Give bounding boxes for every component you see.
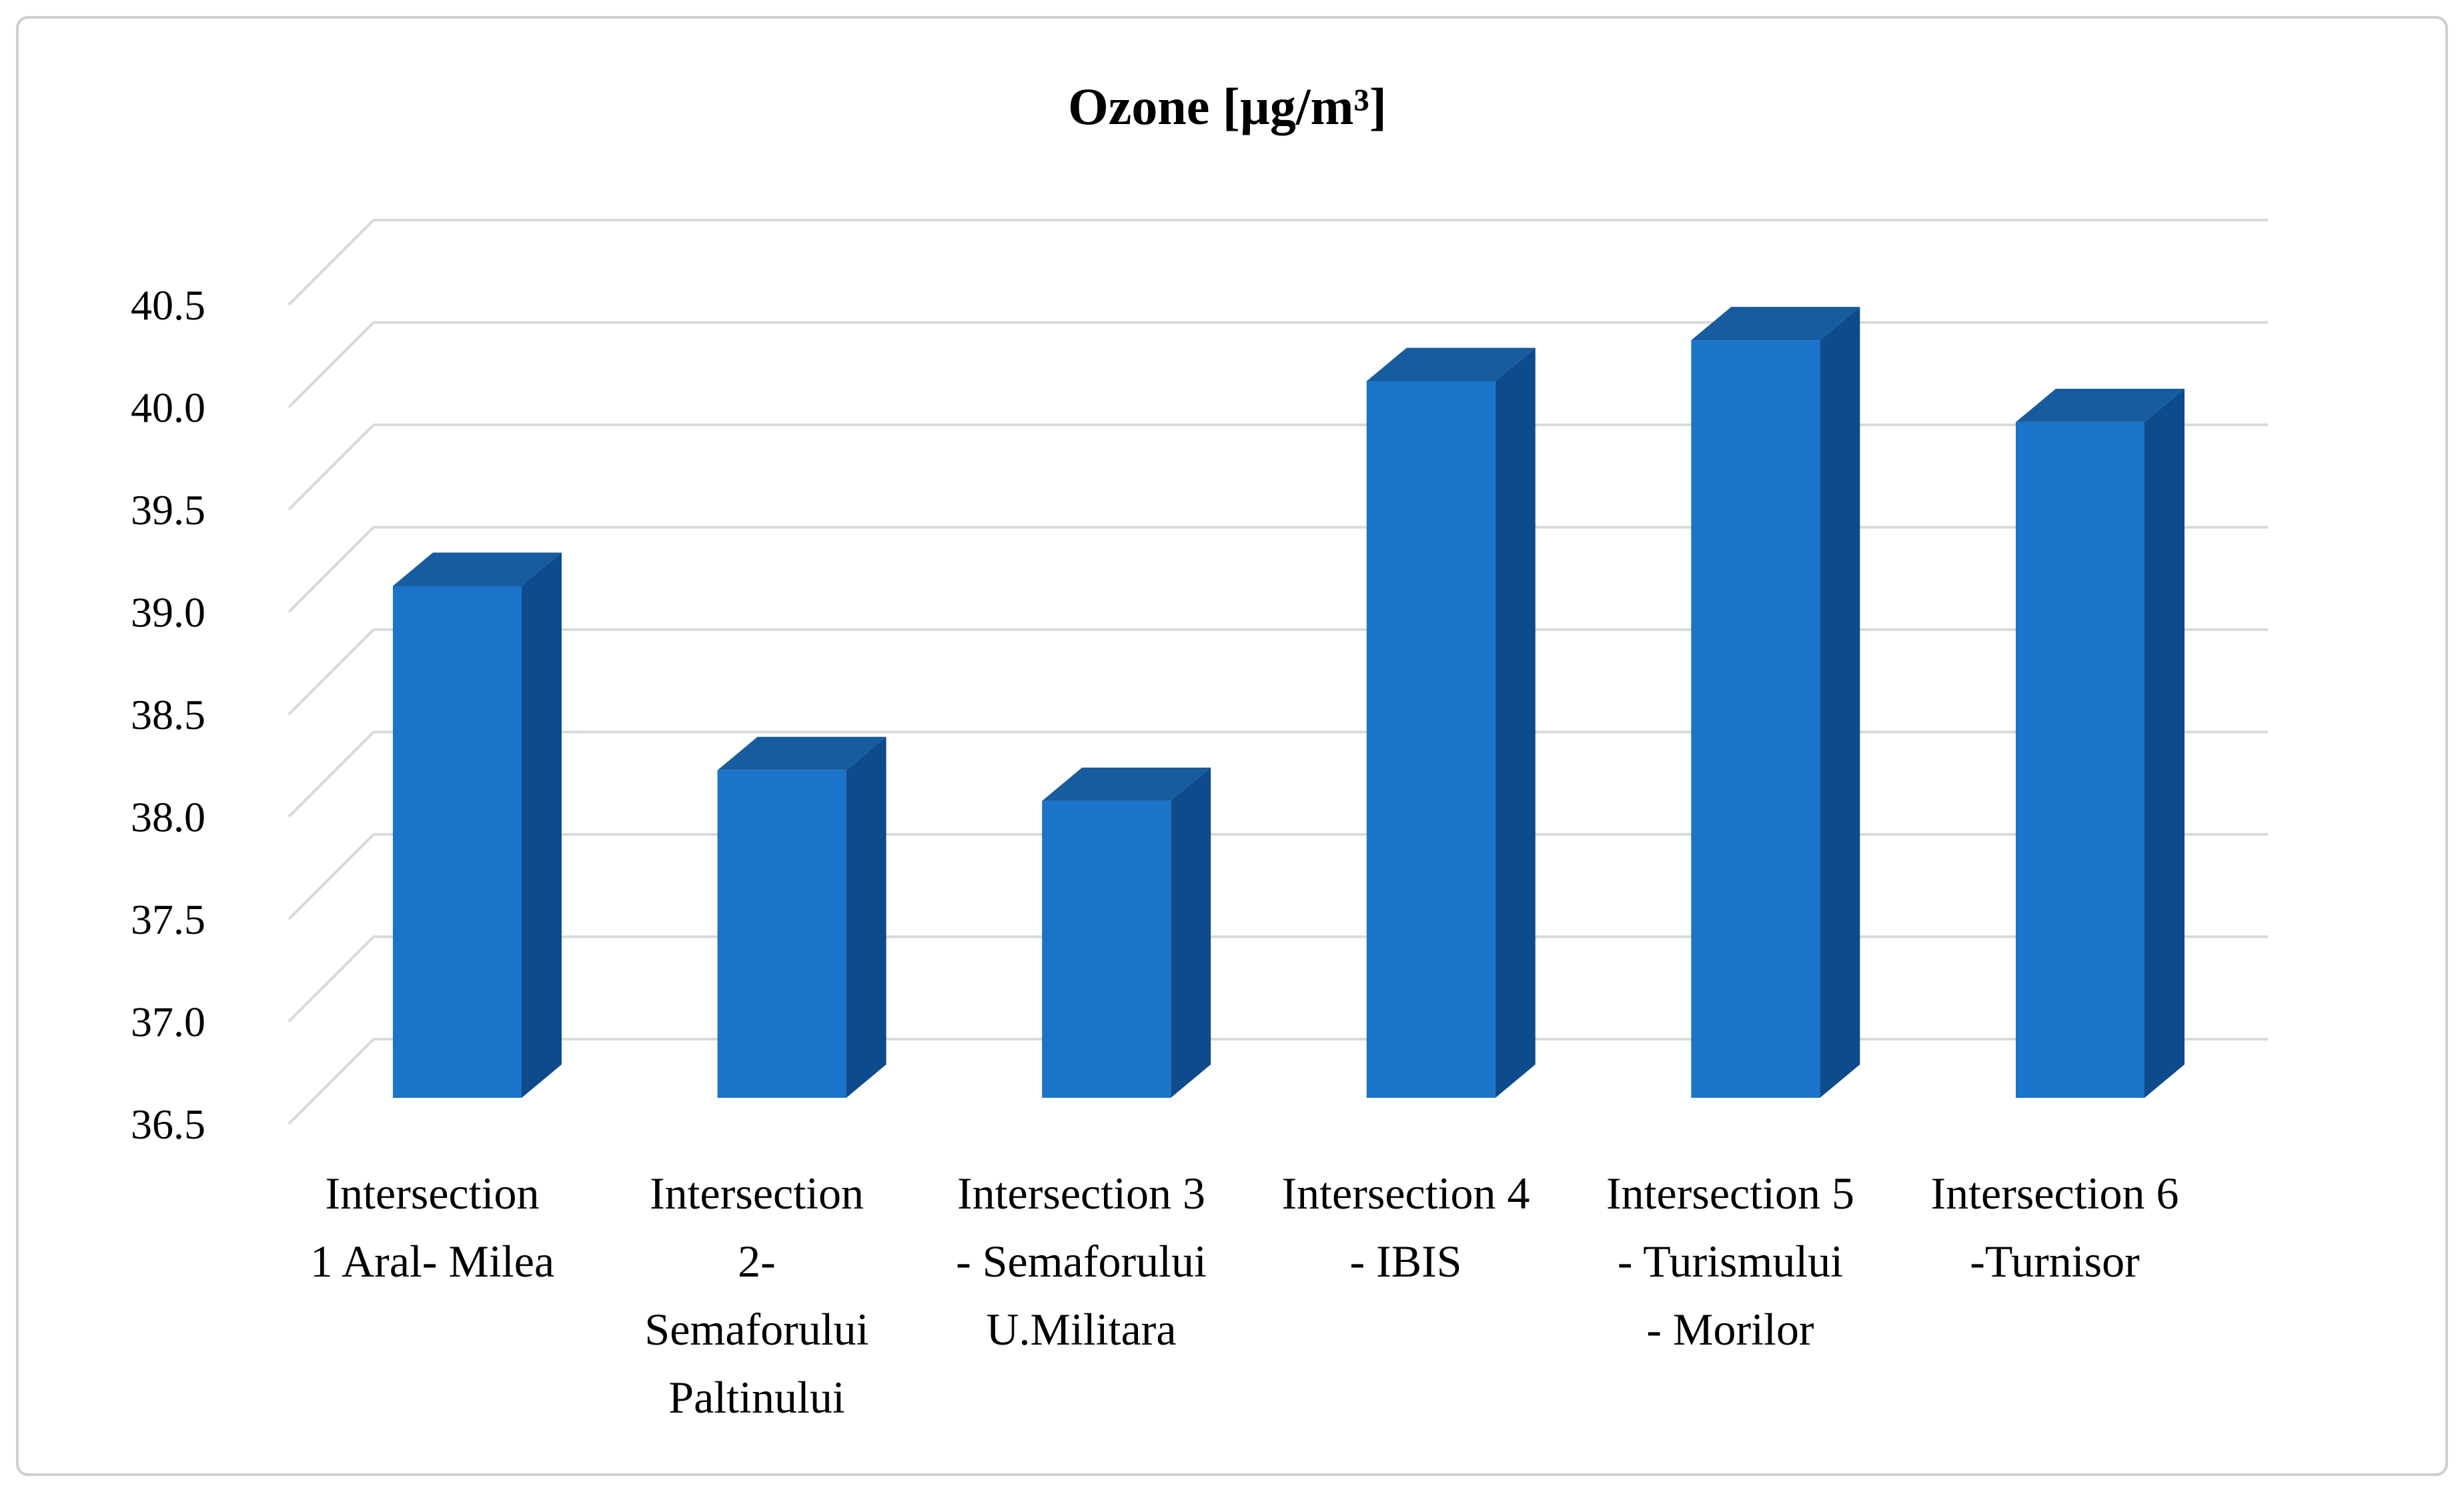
bar-side-face xyxy=(522,552,562,1098)
x-category-label: Intersection 3 - Semaforului U.Militara xyxy=(956,1168,1207,1355)
bar-side-face xyxy=(2144,388,2185,1098)
x-category-label-line: Paltinului xyxy=(668,1372,844,1423)
bar-side-face xyxy=(1820,307,1860,1098)
bar-front-face xyxy=(393,586,522,1098)
bar-intersection-2 xyxy=(717,736,886,1098)
chart-title: Ozone [µg/m³] xyxy=(1068,77,1387,135)
gridlines-group xyxy=(287,219,2268,1125)
x-category-label-line: - IBIS xyxy=(1349,1236,1461,1287)
x-category-label-line: -Turnisor xyxy=(1970,1236,2140,1287)
x-category-label-line: Intersection 4 xyxy=(1282,1168,1530,1219)
bar-front-face xyxy=(717,770,846,1098)
x-category-label-line: Semaforului xyxy=(644,1304,868,1355)
y-tick-label: 38.0 xyxy=(131,793,205,840)
bar-front-face xyxy=(1042,800,1171,1098)
x-category-label: Intersection 6 -Turnisor xyxy=(1931,1168,2179,1287)
gridline-depth-diagonal xyxy=(287,219,375,306)
x-category-label-line: - Semaforului xyxy=(956,1236,1207,1287)
bar-top-face xyxy=(717,736,886,770)
y-tick-label: 40.5 xyxy=(131,281,205,329)
x-category-label-line: Intersection 3 xyxy=(957,1168,1205,1219)
bar-intersection-4 xyxy=(1366,347,1535,1098)
x-category-label-line: Intersection xyxy=(650,1168,864,1219)
bar-top-face xyxy=(393,552,562,586)
y-tick-label: 38.5 xyxy=(131,691,205,738)
bar-side-face xyxy=(1495,347,1535,1098)
bar-side-face xyxy=(1171,767,1211,1098)
bar-intersection-1 xyxy=(393,552,562,1098)
x-category-label-line: Intersection 6 xyxy=(1931,1168,2179,1219)
bar-side-face xyxy=(846,736,886,1098)
bar-intersection-3 xyxy=(1042,767,1211,1098)
gridline-depth-diagonal xyxy=(287,628,375,716)
y-tick-label: 36.5 xyxy=(131,1100,205,1148)
y-tick-label: 37.5 xyxy=(131,896,205,943)
gridline-depth-diagonal xyxy=(287,731,375,818)
y-tick-label: 37.0 xyxy=(131,998,205,1045)
bar-intersection-6 xyxy=(2016,388,2185,1098)
gridline-depth-diagonal xyxy=(287,526,375,613)
y-tick-label: 39.5 xyxy=(131,486,205,534)
bar-top-face xyxy=(1042,767,1211,801)
gridline-depth-diagonal xyxy=(287,424,375,511)
bar-top-face xyxy=(1366,347,1535,382)
gridline-depth-diagonal xyxy=(287,833,375,920)
x-category-label-line: Intersection xyxy=(326,1168,540,1219)
gridline-depth-diagonal xyxy=(287,1038,375,1125)
bar-top-face xyxy=(2016,388,2185,422)
gridline-depth-diagonal xyxy=(287,321,375,408)
bar-front-face xyxy=(1691,340,1820,1098)
figure-border xyxy=(16,16,2448,1476)
x-category-label-line: - Turismului xyxy=(1618,1236,1843,1287)
x-category-label-line: 1 Aral- Milea xyxy=(310,1236,554,1287)
y-tick-label: 40.0 xyxy=(131,384,205,431)
bar-front-face xyxy=(1366,381,1495,1098)
x-category-label-line: U.Militara xyxy=(986,1304,1176,1355)
x-category-label-line: - Morilor xyxy=(1646,1304,1814,1355)
x-category-label: Intersection 1 Aral- Milea xyxy=(310,1168,554,1287)
gridline-depth-diagonal xyxy=(287,936,375,1022)
bar-front-face xyxy=(2016,422,2144,1098)
bar-intersection-5 xyxy=(1691,307,1860,1098)
bar-top-face xyxy=(1691,307,1860,341)
y-tick-label: 39.0 xyxy=(131,588,205,636)
x-category-label-line: Intersection 5 xyxy=(1606,1168,1854,1219)
x-category-label: Intersection 5 - Turismului - Morilor xyxy=(1606,1168,1854,1355)
x-category-label-line: 2- xyxy=(738,1236,776,1287)
x-category-label: Intersection 2- Semaforului Paltinului xyxy=(644,1168,868,1423)
x-category-label: Intersection 4 - IBIS xyxy=(1282,1168,1530,1287)
